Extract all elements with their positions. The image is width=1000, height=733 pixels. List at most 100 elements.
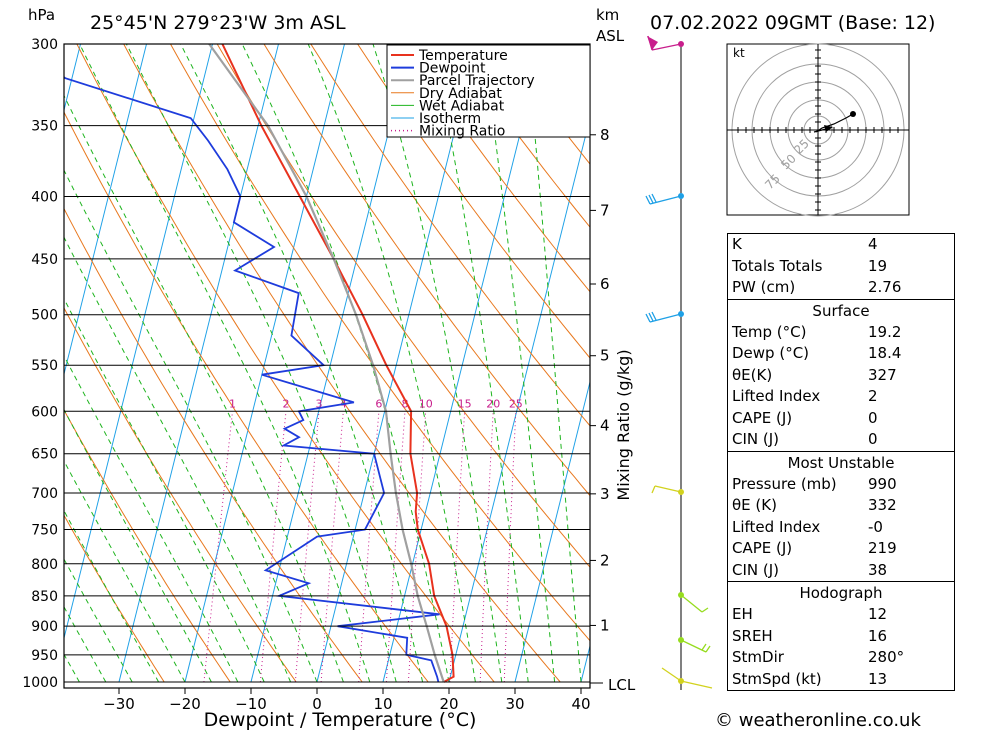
isotherm-line bbox=[118, 44, 279, 683]
surface-title: Surface bbox=[812, 301, 870, 320]
isotherm-line bbox=[64, 44, 213, 641]
pressure-tick-label: 700 bbox=[31, 486, 58, 502]
hodograph-title: Hodograph bbox=[799, 584, 883, 602]
wet-adiabat-line bbox=[64, 509, 160, 683]
wet-adiabat-line bbox=[307, 44, 476, 683]
datetime-title: 07.02.2022 09GMT (Base: 12) bbox=[650, 12, 935, 34]
legend-label: Isotherm bbox=[419, 111, 481, 127]
temp-tick-label: 0 bbox=[312, 695, 322, 713]
x-axis-label: Dewpoint / Temperature (°C) bbox=[204, 709, 477, 731]
mixing-ratio-line bbox=[385, 411, 406, 683]
stat-row: θE(K) 327 bbox=[732, 365, 897, 384]
pressure-tick-label: 750 bbox=[31, 523, 58, 539]
pressure-tick-label: 600 bbox=[31, 404, 58, 420]
temp-tick-label: 20 bbox=[439, 695, 458, 713]
wet-adiabat-line bbox=[64, 408, 212, 683]
km-tick-label: 4 bbox=[600, 417, 610, 435]
wind-barb-dot bbox=[678, 311, 684, 317]
legend-label: Dry Adiabat bbox=[419, 86, 502, 102]
wind-barb bbox=[651, 485, 682, 494]
km-tick-label: 8 bbox=[600, 126, 610, 144]
wind-barb-dot bbox=[678, 193, 684, 199]
km-tick-label: 6 bbox=[600, 275, 610, 293]
temp-tick-label: 40 bbox=[571, 695, 590, 713]
pressure-tick-label: 500 bbox=[31, 308, 58, 324]
mixing-ratio-label: 15 bbox=[458, 397, 472, 410]
wet-adiabat-line bbox=[125, 44, 397, 683]
isotherm-line bbox=[316, 44, 477, 683]
mixing-ratio-line bbox=[479, 411, 494, 683]
wind-barb-dot bbox=[678, 41, 684, 47]
isotherm-line bbox=[250, 44, 411, 683]
wet-adiabat-line bbox=[64, 459, 186, 683]
dry-adiabat-line bbox=[123, 44, 561, 683]
copyright-footer: © weatheronline.co.uk bbox=[715, 710, 921, 731]
mixing-ratio-label: 3 bbox=[316, 397, 323, 410]
mixing-ratio-line bbox=[407, 411, 427, 683]
mixing-ratio-line bbox=[358, 411, 380, 683]
pressure-tick-label: 900 bbox=[31, 619, 58, 635]
wet-adiabat-line bbox=[64, 94, 344, 683]
pressure-tick-label: 850 bbox=[31, 589, 58, 605]
wet-adiabat-line bbox=[64, 605, 107, 683]
mixing-ratio-axis-label: Mixing Ratio (g/kg) bbox=[614, 349, 633, 500]
legend-label: Mixing Ratio bbox=[419, 124, 505, 140]
stat-row: Dewp (°C) 18.4 bbox=[732, 344, 902, 362]
km-tick-label: 5 bbox=[600, 347, 610, 365]
wet-adiabat-line bbox=[64, 558, 133, 683]
stat-row: PW (cm) 2.76 bbox=[732, 278, 902, 296]
dry-adiabat-line bbox=[450, 44, 590, 228]
isotherm-line bbox=[382, 44, 543, 683]
mixing-ratio-label: 20 bbox=[486, 397, 500, 410]
parcel-trajectory-line bbox=[208, 44, 445, 683]
wet-adiabat-line bbox=[526, 44, 582, 683]
mixing-ratio-label: 6 bbox=[375, 397, 382, 410]
location-title: 25°45'N 279°23'W 3m ASL bbox=[90, 12, 346, 34]
isotherm-line bbox=[514, 379, 590, 683]
legend-label: Wet Adiabat bbox=[419, 98, 505, 114]
mixing-ratio-line bbox=[320, 411, 344, 683]
mixing-ratio-line bbox=[294, 411, 320, 683]
mixing-ratio-line bbox=[259, 411, 287, 683]
wind-barb bbox=[680, 639, 711, 653]
temp-tick-label: 10 bbox=[373, 695, 392, 713]
stat-row: StmDir 280° bbox=[732, 648, 905, 666]
temp-tick-label: −20 bbox=[169, 695, 201, 713]
km-tick-label: 1 bbox=[600, 616, 610, 634]
mixing-ratio-line bbox=[503, 411, 517, 683]
asl-label: ASL bbox=[596, 27, 625, 45]
stat-row: EH 12 bbox=[732, 605, 888, 623]
hodograph-unit: kt bbox=[733, 46, 745, 60]
stat-row: CAPE (J) 219 bbox=[732, 539, 897, 557]
wind-barb bbox=[645, 193, 682, 205]
pressure-tick-label: 400 bbox=[31, 189, 58, 205]
stat-row: SREH 16 bbox=[732, 626, 888, 645]
storm-motion-arrowhead bbox=[824, 125, 833, 132]
stat-row: Temp (°C) 19.2 bbox=[732, 322, 902, 341]
temp-tick-label: −30 bbox=[103, 695, 135, 713]
temp-tick-label: 30 bbox=[505, 695, 524, 713]
wind-barb-dot bbox=[678, 637, 684, 643]
mixing-ratio-line bbox=[449, 411, 466, 683]
hodograph-endpoint bbox=[850, 111, 856, 117]
mixing-ratio-label: 1 bbox=[229, 397, 236, 410]
mixing-ratio-label: 25 bbox=[509, 397, 523, 410]
surface-section: Surface Temp (°C) 19.2 Dewp (°C) 18.4 θE(K… bbox=[727, 298, 955, 452]
dewpoint-line bbox=[64, 76, 440, 683]
km-tick-label: 7 bbox=[600, 201, 610, 219]
legend-label: Temperature bbox=[418, 48, 508, 64]
isotherm-line bbox=[0, 44, 15, 682]
mixing-ratio-label: 2 bbox=[282, 397, 289, 410]
hodograph-trace bbox=[815, 113, 854, 133]
hodograph-section: Hodograph EH 12 SREH 16 StmDir 280° StmSpd … bbox=[727, 581, 955, 691]
mixing-ratio-label: 10 bbox=[419, 397, 433, 410]
pressure-tick-label: 650 bbox=[31, 447, 58, 463]
pressure-tick-label: 350 bbox=[31, 119, 58, 135]
pressure-tick-label: 950 bbox=[31, 648, 58, 664]
stat-row: CIN (J) 38 bbox=[732, 560, 888, 579]
stat-row: CIN (J) 0 bbox=[732, 430, 878, 448]
wet-adiabat-line bbox=[64, 354, 239, 683]
